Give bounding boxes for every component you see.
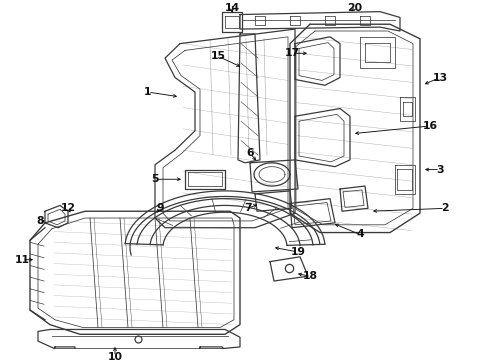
Text: 12: 12	[60, 203, 75, 213]
Text: 14: 14	[224, 3, 240, 13]
Text: 17: 17	[284, 48, 299, 58]
Text: 9: 9	[156, 203, 164, 213]
Text: 13: 13	[433, 72, 447, 82]
Text: 11: 11	[15, 255, 29, 265]
Text: 4: 4	[356, 229, 364, 239]
Text: 6: 6	[246, 148, 254, 158]
Text: 3: 3	[436, 165, 444, 175]
Text: 18: 18	[302, 271, 318, 281]
Text: 7: 7	[244, 203, 252, 213]
Text: 19: 19	[291, 247, 305, 257]
Text: 5: 5	[151, 174, 159, 184]
Text: 1: 1	[144, 87, 152, 97]
Text: 2: 2	[441, 203, 449, 213]
Text: 16: 16	[422, 121, 438, 131]
Text: 20: 20	[347, 3, 363, 13]
Text: 15: 15	[211, 51, 225, 61]
Text: 10: 10	[107, 352, 122, 360]
Text: 8: 8	[36, 216, 44, 226]
